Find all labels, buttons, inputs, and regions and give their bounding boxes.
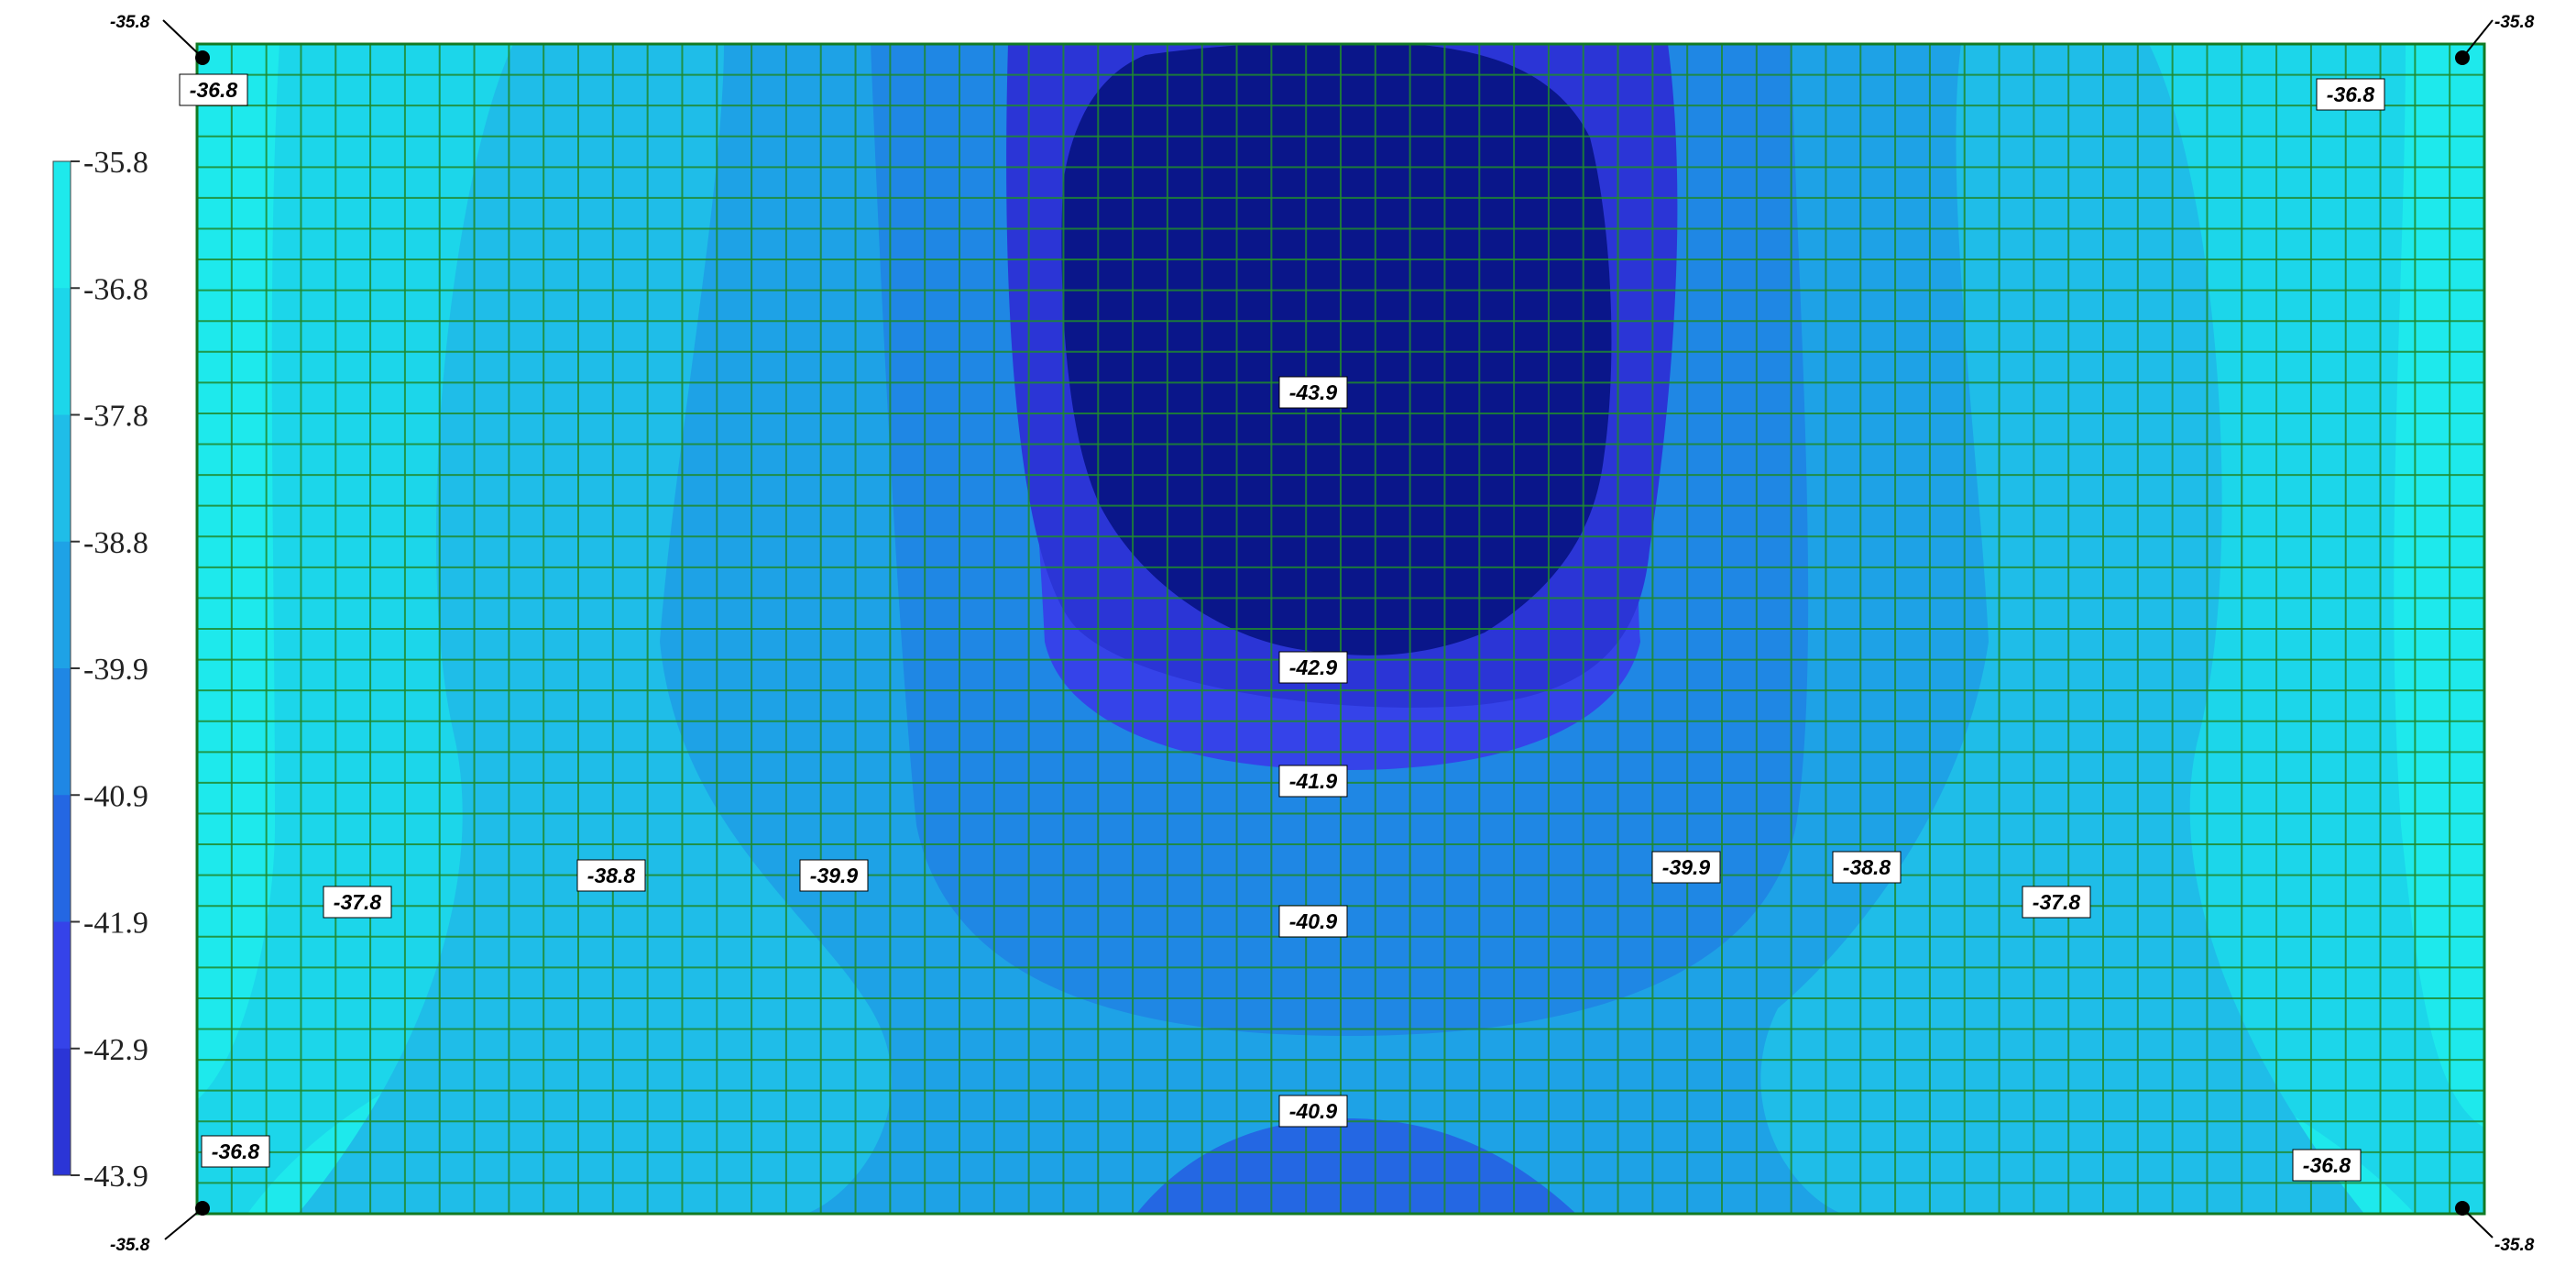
contour-label: -41.9 <box>1278 765 1348 798</box>
legend-tick-label: -42.9 <box>83 1033 148 1067</box>
legend-tick-label: -39.9 <box>83 653 148 687</box>
corner-point <box>195 50 210 65</box>
contour-label: -36.8 <box>2292 1149 2362 1182</box>
contour-label-box <box>1278 1095 1348 1128</box>
corner-value: -35.8 <box>110 1236 150 1255</box>
legend-colorbar: -35.8 -36.8 -37.8 -38.8 -39.9 -40.9 -41.9 -42.9… <box>52 146 148 1194</box>
contour-label-box <box>1278 765 1348 798</box>
contour-label: -37.8 <box>2022 886 2091 919</box>
contour-label-value: -41.9 <box>1289 769 1338 793</box>
legend-swatch <box>53 541 71 669</box>
contour-label-value: -37.8 <box>2033 890 2081 914</box>
plot-frame <box>195 42 2486 1216</box>
contour-label-box <box>576 859 646 892</box>
contour-label-value: -40.9 <box>1289 1099 1338 1123</box>
corner-markers: -35.8 -35.8 -35.8 -35.8 <box>110 13 2535 1255</box>
legend-swatch <box>53 921 71 1050</box>
contour-label-value: -39.9 <box>810 864 859 887</box>
contour-label-value: -36.8 <box>2327 83 2375 106</box>
corner-leader <box>2461 19 2494 59</box>
contour-label: -38.8 <box>576 859 646 892</box>
legend-swatch <box>53 795 71 922</box>
corner-leader <box>162 19 203 59</box>
contour-label: -42.9 <box>1278 651 1348 684</box>
contour-label-box <box>201 1135 270 1168</box>
contour-label-box <box>1278 651 1348 684</box>
contour-label-value: -37.8 <box>334 890 382 914</box>
corner-value: -35.8 <box>2494 13 2535 32</box>
corner-point <box>2455 1201 2470 1216</box>
legend-swatch <box>53 668 71 796</box>
contour-label-box <box>2022 886 2091 919</box>
legend-swatch <box>53 288 71 415</box>
contour-label-box <box>799 859 869 892</box>
contour-label: -36.8 <box>2316 78 2385 111</box>
contour-label-value: -38.8 <box>1843 855 1891 879</box>
contour-label-box <box>2292 1149 2362 1182</box>
contour-label-box <box>323 886 392 919</box>
contour-label-value: -36.8 <box>212 1139 260 1163</box>
band-level-5 <box>1136 1118 1576 1214</box>
contour-label-box <box>1278 376 1348 409</box>
contour-label: -40.9 <box>1278 905 1348 938</box>
band-level-8 <box>1061 44 1612 655</box>
legend-swatch <box>53 414 71 543</box>
contour-label-value: -39.9 <box>1662 855 1711 879</box>
contour-label-box <box>1832 851 1902 884</box>
corner-value: -35.8 <box>2494 1236 2535 1255</box>
contour-label: -36.8 <box>201 1135 270 1168</box>
legend-tick-label: -41.9 <box>83 907 148 941</box>
contour-label-box <box>179 73 248 106</box>
legend-tick-label: -43.9 <box>83 1160 148 1194</box>
contour-label-box <box>2316 78 2385 111</box>
contour-label-value: -36.8 <box>190 78 238 102</box>
legend-tick-label: -35.8 <box>83 146 148 180</box>
contour-label-value: -40.9 <box>1289 909 1338 933</box>
contour-label-box <box>1278 905 1348 938</box>
legend-tick-label: -40.9 <box>83 779 148 813</box>
contour-label: -39.9 <box>799 859 869 892</box>
legend-tick-label: -37.8 <box>83 400 148 434</box>
contour-label: -39.9 <box>1651 851 1721 884</box>
corner-value: -35.8 <box>110 13 150 32</box>
contour-label-value: -43.9 <box>1289 380 1338 404</box>
contour-label: -38.8 <box>1832 851 1902 884</box>
contour-label-box <box>1651 851 1721 884</box>
legend-swatch <box>53 1048 71 1176</box>
corner-point <box>2455 50 2470 65</box>
legend-tick-label: -36.8 <box>83 272 148 306</box>
contour-label-value: -42.9 <box>1289 655 1338 679</box>
contour-label-value: -38.8 <box>587 864 636 887</box>
contour-label: -43.9 <box>1278 376 1348 409</box>
contour-labels: -43.9 -42.9 -41.9 -40.9 -40.9 -37.8 -38.8 -39.9… <box>179 73 2385 1182</box>
corner-leader <box>164 1207 203 1240</box>
corner-point <box>195 1201 210 1216</box>
contour-label: -40.9 <box>1278 1095 1348 1128</box>
legend-tick-label: -38.8 <box>83 526 148 560</box>
contour-label: -37.8 <box>323 886 392 919</box>
contour-label-value: -36.8 <box>2303 1153 2351 1177</box>
grid-lines <box>197 44 2484 1214</box>
legend-swatch <box>53 161 71 289</box>
contour-label: -36.8 <box>179 73 248 106</box>
